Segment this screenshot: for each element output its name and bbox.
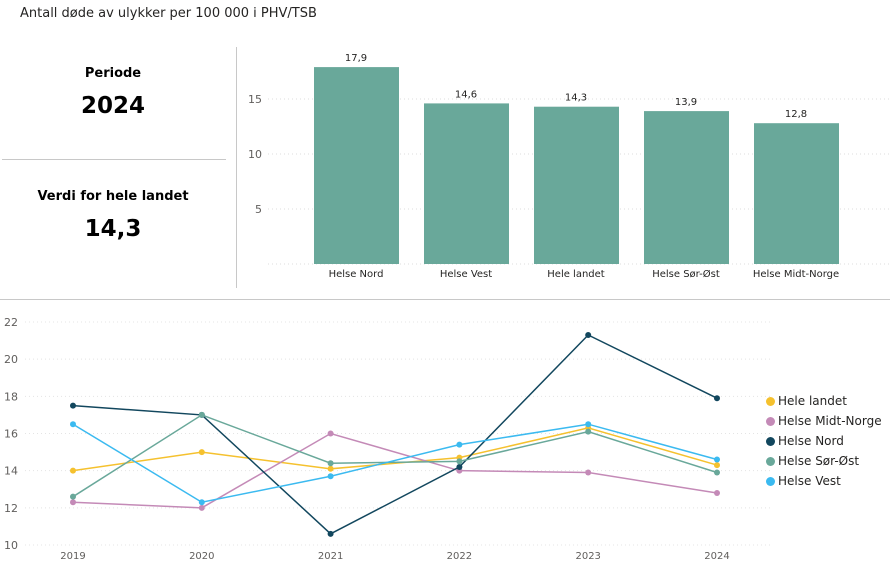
data-point <box>327 430 334 437</box>
series-line <box>72 423 718 504</box>
x-tick-label: 2021 <box>318 551 343 562</box>
legend-label: Hele landet <box>778 394 847 408</box>
x-tick-label: 2023 <box>575 551 600 562</box>
data-point <box>585 332 592 339</box>
period-label: Periode <box>84 66 142 81</box>
national-value-card: Verdi for hele landet 14,3 <box>0 189 226 242</box>
bar-chart: 5 10 15 17,9 Helse Nord 14,6 Helse Vest 14,3 Hel… <box>248 53 890 280</box>
data-label: 13,9 <box>675 97 697 108</box>
data-label: 14,3 <box>565 93 587 104</box>
data-point <box>198 499 205 506</box>
data-point <box>327 465 334 472</box>
period-value: 2024 <box>80 93 145 119</box>
y-tick-label: 16 <box>4 428 18 441</box>
divider <box>236 47 237 288</box>
legend-label: Helse Vest <box>778 474 841 488</box>
data-point <box>70 499 76 506</box>
y-tick-label: 5 <box>255 203 262 216</box>
y-tick-label: 20 <box>4 353 18 366</box>
data-label: 17,9 <box>345 53 367 64</box>
legend-marker-icon <box>766 436 775 446</box>
data-point <box>198 504 205 511</box>
legend-marker-icon <box>766 476 775 486</box>
x-tick-label: Hele landet <box>547 269 605 280</box>
bar <box>754 123 839 264</box>
x-tick-label: Helse Sør-Øst <box>652 268 720 280</box>
divider <box>2 159 226 160</box>
data-point <box>198 411 205 418</box>
national-value: 14,3 <box>84 216 142 242</box>
legend-marker-icon <box>766 396 775 406</box>
legend-item[interactable]: Helse Midt-Norge <box>766 411 882 431</box>
legend-marker-icon <box>766 456 775 466</box>
period-card: Periode 2024 <box>0 66 226 119</box>
series-line <box>72 414 718 498</box>
legend-label: Helse Sør-Øst <box>778 454 860 468</box>
legend-item[interactable]: Helse Vest <box>766 471 882 491</box>
data-label: 12,8 <box>785 109 807 120</box>
data-point <box>327 460 334 467</box>
data-point <box>198 449 205 456</box>
y-tick-label: 10 <box>248 148 262 161</box>
series-line <box>72 427 718 472</box>
data-point <box>714 462 720 469</box>
series-line <box>72 334 718 535</box>
legend-label: Helse Midt-Norge <box>778 414 882 428</box>
y-tick-label: 22 <box>4 316 18 329</box>
data-point <box>70 467 76 474</box>
y-tick-label: 10 <box>4 539 18 552</box>
bar <box>644 111 729 264</box>
x-tick-label: Helse Midt-Norge <box>753 269 839 280</box>
data-point <box>327 530 334 537</box>
x-tick-label: 2024 <box>704 551 729 562</box>
legend-item[interactable]: Helse Nord <box>766 431 882 451</box>
data-point <box>714 456 720 463</box>
data-point <box>70 493 76 500</box>
data-point <box>714 489 720 496</box>
legend: Hele landet Helse Midt-Norge Helse Nord Hel… <box>766 391 882 491</box>
y-tick-label: 15 <box>248 93 262 106</box>
bar <box>534 106 619 264</box>
divider <box>0 299 890 300</box>
data-point <box>70 421 76 428</box>
data-point <box>456 458 463 465</box>
x-tick-label: 2022 <box>447 551 472 562</box>
legend-label: Helse Nord <box>778 434 844 448</box>
national-label: Verdi for hele landet <box>37 189 189 204</box>
y-tick-label: 14 <box>4 465 18 478</box>
bar <box>314 67 399 264</box>
legend-marker-icon <box>766 416 775 426</box>
x-tick-label: 2019 <box>60 551 85 562</box>
bar <box>424 103 509 265</box>
data-point <box>585 421 592 428</box>
data-point <box>714 395 720 402</box>
legend-item[interactable]: Hele landet <box>766 391 882 411</box>
x-tick-label: 2020 <box>189 551 214 562</box>
series-line <box>72 432 718 509</box>
legend-item[interactable]: Helse Sør-Øst <box>766 451 882 471</box>
data-point <box>585 469 592 476</box>
data-point <box>714 469 720 476</box>
data-point <box>456 441 463 448</box>
y-tick-label: 12 <box>4 502 18 515</box>
y-tick-label: 18 <box>4 390 18 403</box>
x-tick-label: Helse Nord <box>329 269 384 280</box>
data-point <box>70 402 76 409</box>
data-label: 14,6 <box>455 89 477 100</box>
data-point <box>456 463 463 470</box>
data-point <box>327 473 334 480</box>
data-point <box>585 428 592 435</box>
x-tick-label: Helse Vest <box>440 269 492 280</box>
report-title: Antall døde av ulykker per 100 000 i PHV… <box>20 6 317 21</box>
